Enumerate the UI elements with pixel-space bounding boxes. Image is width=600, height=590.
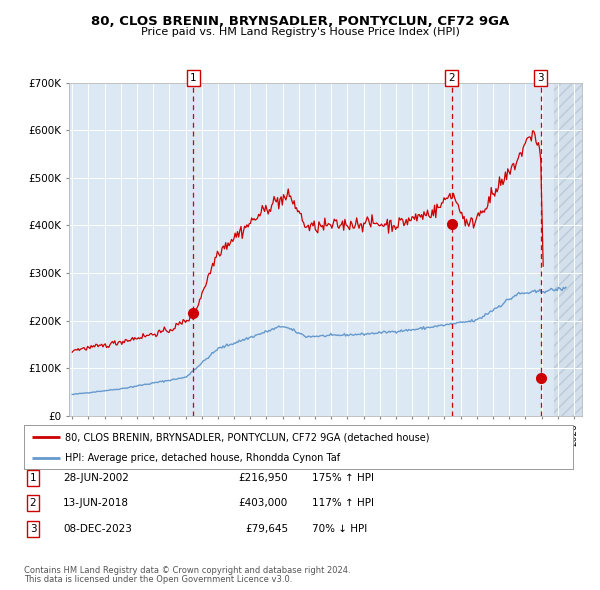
Text: 2: 2 [29, 499, 37, 508]
Text: £216,950: £216,950 [238, 473, 288, 483]
Text: 3: 3 [29, 524, 37, 533]
Text: £79,645: £79,645 [245, 524, 288, 533]
Text: 1: 1 [29, 473, 37, 483]
Text: 175% ↑ HPI: 175% ↑ HPI [312, 473, 374, 483]
Text: HPI: Average price, detached house, Rhondda Cynon Taf: HPI: Average price, detached house, Rhon… [65, 453, 340, 463]
Text: 1: 1 [190, 73, 197, 83]
Text: 08-DEC-2023: 08-DEC-2023 [63, 524, 132, 533]
Bar [554, 83, 582, 416]
Text: 2: 2 [448, 73, 455, 83]
Text: Price paid vs. HM Land Registry's House Price Index (HPI): Price paid vs. HM Land Registry's House … [140, 27, 460, 37]
Bar [554, 83, 582, 416]
Text: 3: 3 [537, 73, 544, 83]
Text: £403,000: £403,000 [239, 499, 288, 508]
Text: Contains HM Land Registry data © Crown copyright and database right 2024.: Contains HM Land Registry data © Crown c… [24, 566, 350, 575]
Text: 80, CLOS BRENIN, BRYNSADLER, PONTYCLUN, CF72 9GA (detached house): 80, CLOS BRENIN, BRYNSADLER, PONTYCLUN, … [65, 432, 430, 442]
Text: 13-JUN-2018: 13-JUN-2018 [63, 499, 129, 508]
Text: 80, CLOS BRENIN, BRYNSADLER, PONTYCLUN, CF72 9GA: 80, CLOS BRENIN, BRYNSADLER, PONTYCLUN, … [91, 15, 509, 28]
Text: 28-JUN-2002: 28-JUN-2002 [63, 473, 129, 483]
Text: 70% ↓ HPI: 70% ↓ HPI [312, 524, 367, 533]
Text: This data is licensed under the Open Government Licence v3.0.: This data is licensed under the Open Gov… [24, 575, 292, 584]
Text: 117% ↑ HPI: 117% ↑ HPI [312, 499, 374, 508]
